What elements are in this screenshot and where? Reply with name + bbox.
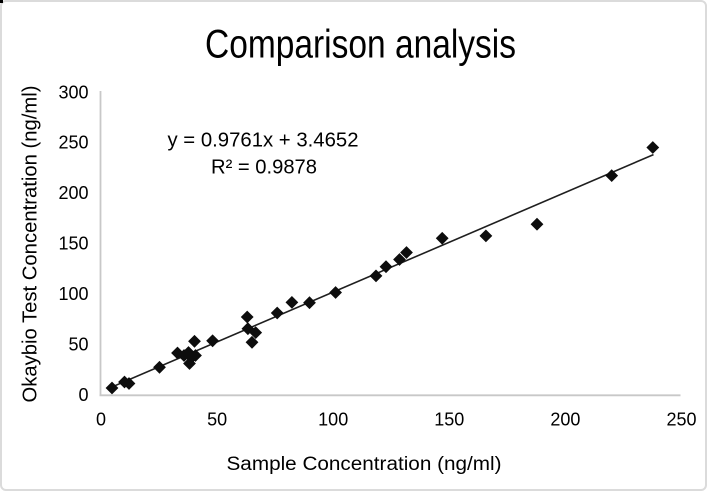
svg-text:R² = 0.9878: R² = 0.9878 xyxy=(211,156,317,178)
svg-text:Comparison analysis: Comparison analysis xyxy=(205,22,516,66)
svg-text:50: 50 xyxy=(68,334,88,354)
svg-text:200: 200 xyxy=(550,410,580,430)
svg-text:150: 150 xyxy=(58,234,88,254)
svg-text:250: 250 xyxy=(58,133,88,153)
svg-text:150: 150 xyxy=(434,410,464,430)
svg-text:100: 100 xyxy=(58,284,88,304)
svg-text:Sample Concentration (ng/ml): Sample Concentration (ng/ml) xyxy=(227,454,502,475)
svg-text:y = 0.9761x + 3.4652: y = 0.9761x + 3.4652 xyxy=(168,130,359,152)
svg-text:100: 100 xyxy=(318,410,348,430)
svg-text:Okaybio Test Concentration (ng: Okaybio Test Concentration (ng/ml) xyxy=(20,86,42,403)
svg-text:250: 250 xyxy=(666,410,696,430)
svg-text:0: 0 xyxy=(96,410,106,430)
svg-text:0: 0 xyxy=(78,385,88,405)
svg-text:50: 50 xyxy=(207,410,227,430)
svg-text:300: 300 xyxy=(58,82,88,102)
svg-text:200: 200 xyxy=(58,183,88,203)
